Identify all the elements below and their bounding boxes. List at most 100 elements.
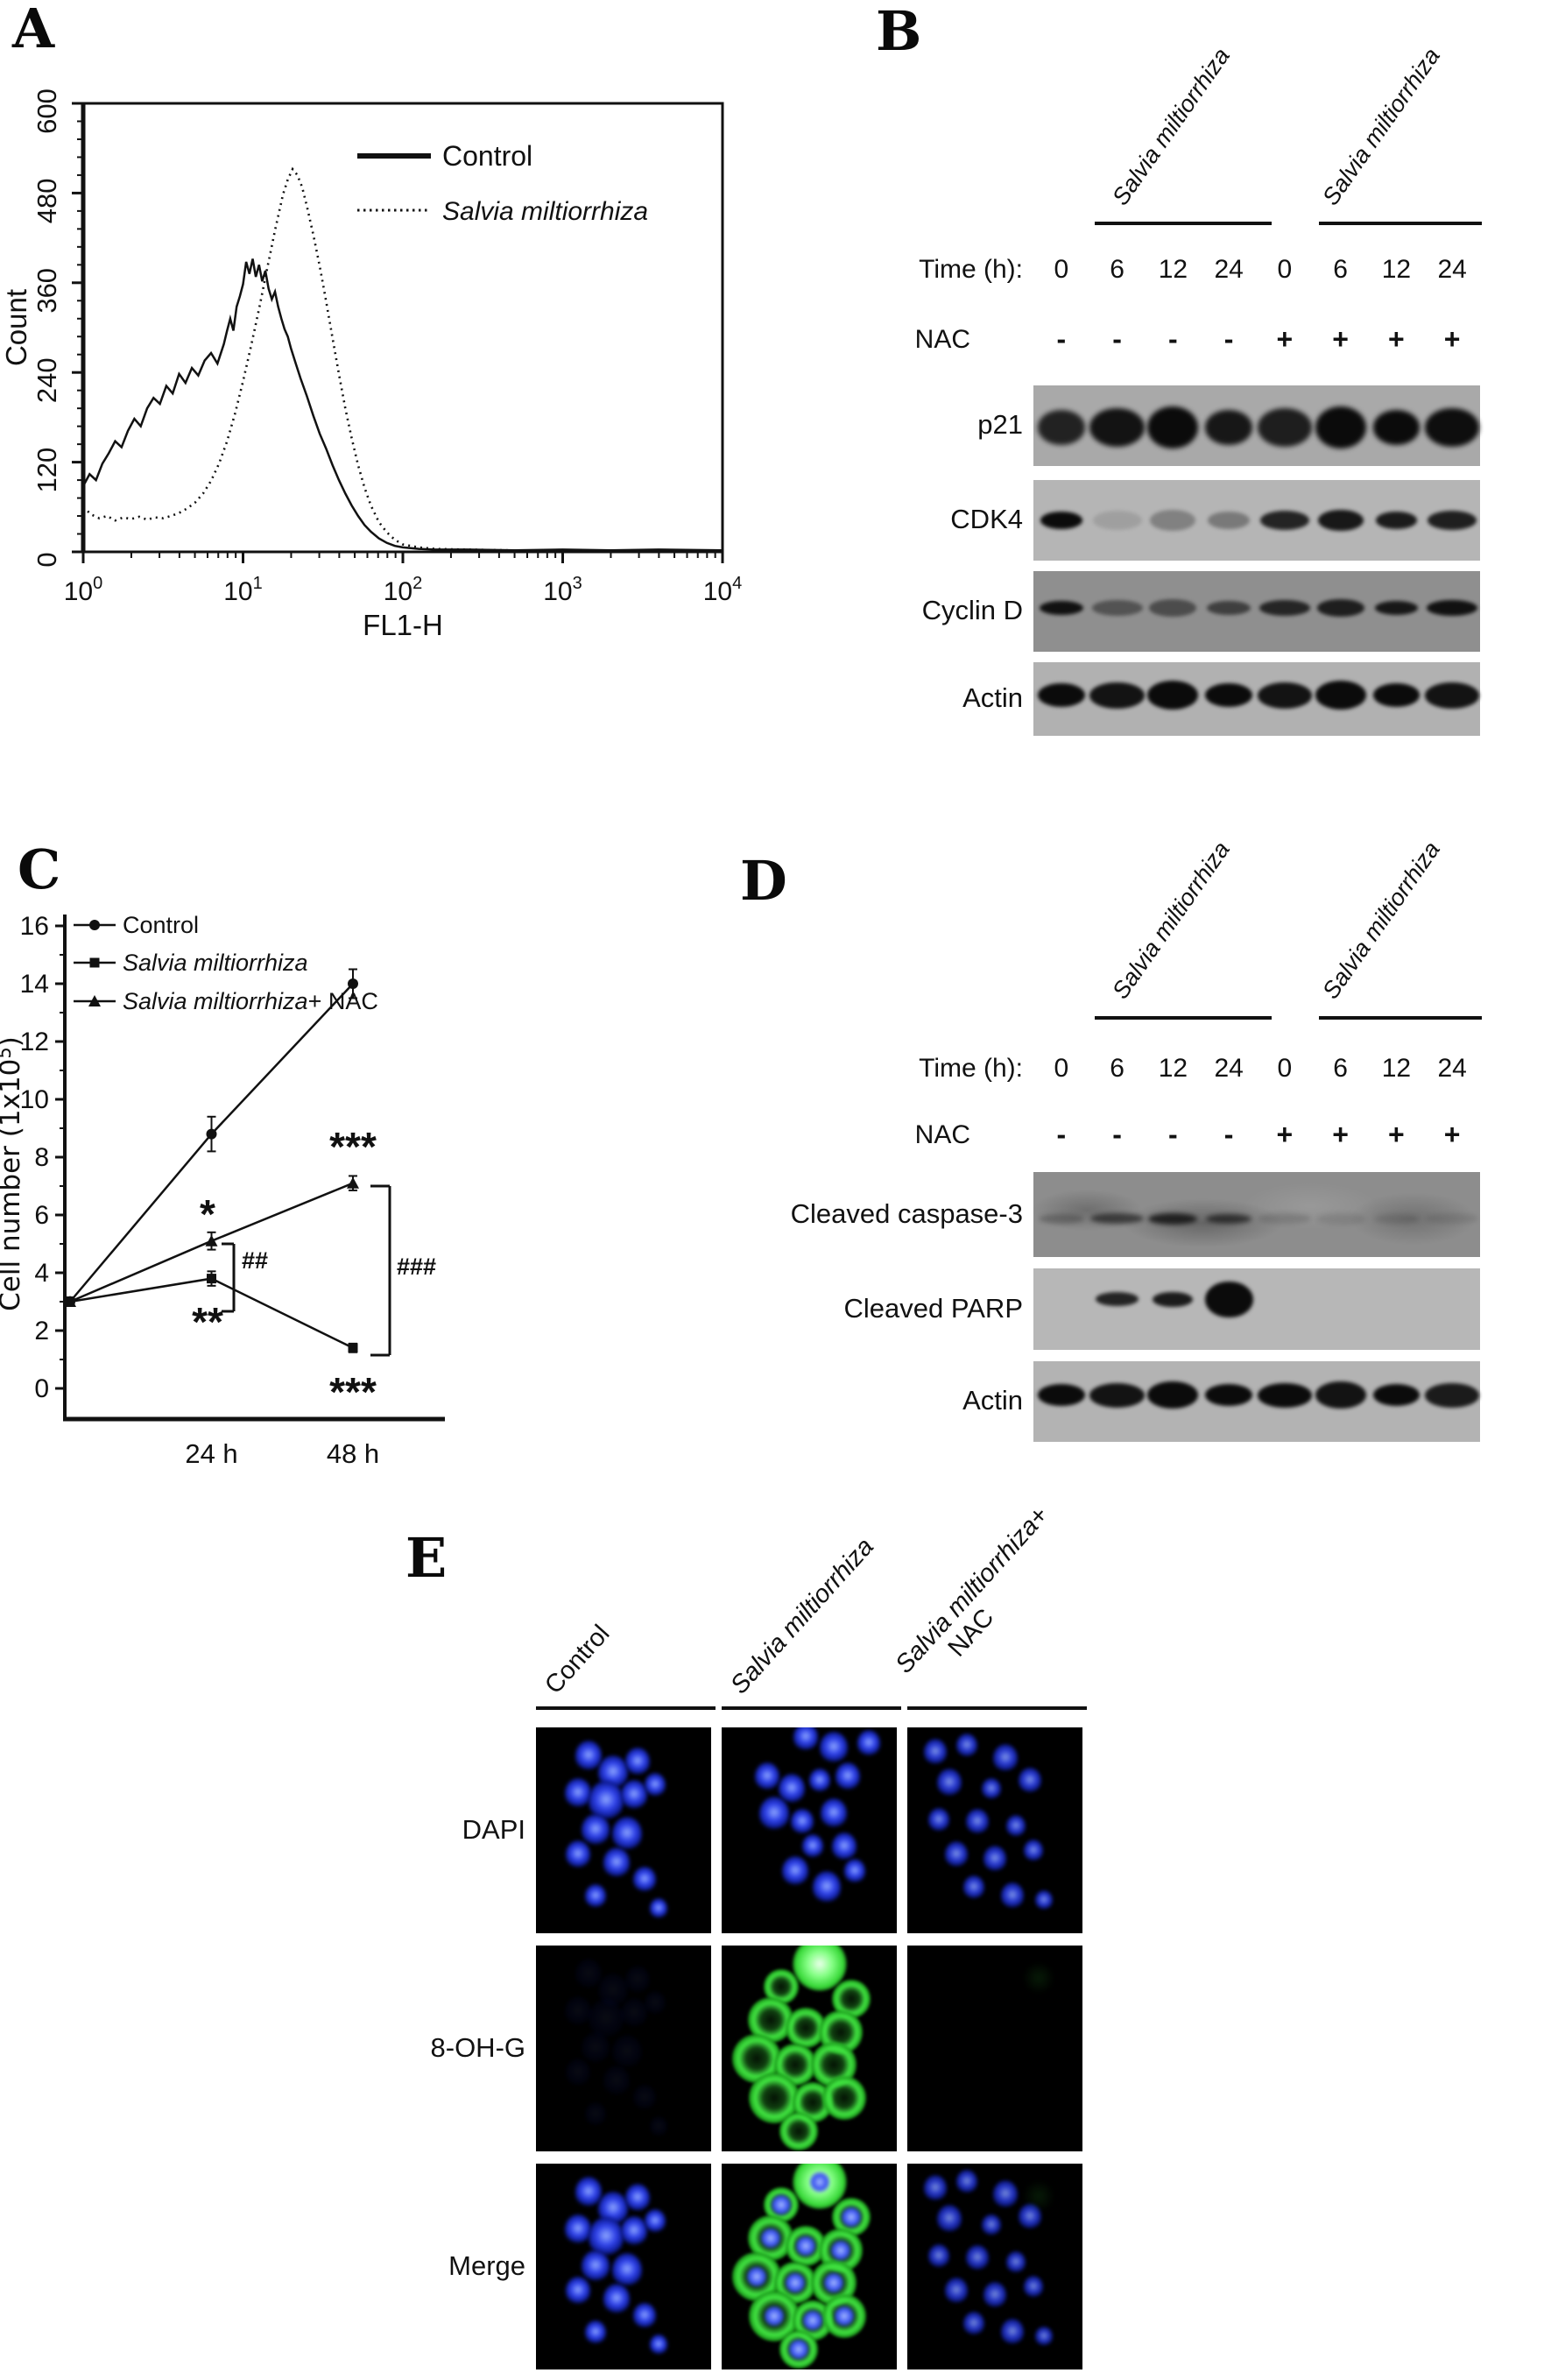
merged-nucleus-blob <box>809 2171 830 2194</box>
nac-value: + <box>1388 1119 1405 1150</box>
y-tick-label: 240 <box>32 357 62 403</box>
nucleus-blob <box>1006 1814 1026 1838</box>
nucleus-blob <box>603 1847 630 1879</box>
time-value: 24 <box>1437 1054 1467 1083</box>
nucleus-blob <box>650 1898 667 1919</box>
protein-band <box>1372 683 1421 708</box>
micrograph-tile <box>536 1946 711 2151</box>
nucleus-blob <box>813 1871 841 1905</box>
protein-band <box>1205 1384 1252 1407</box>
blot-strip <box>1033 1172 1480 1257</box>
nucleus-blob <box>982 1777 1001 1801</box>
stain-row-label: DAPI <box>462 1813 525 1845</box>
panel-d-letter: D <box>740 849 787 913</box>
protein-band <box>1427 600 1478 617</box>
significance-stars: * <box>200 1191 215 1237</box>
protein-band <box>1258 600 1310 617</box>
panel-c-letter: C <box>18 837 61 901</box>
protein-band <box>1424 682 1480 709</box>
blot-strip <box>1033 1361 1480 1442</box>
treatment-group-label: Salvia miltiorrhiza <box>1317 43 1446 210</box>
protein-band <box>1257 1382 1313 1408</box>
group-bracket-line <box>1319 1016 1482 1020</box>
group-bracket-line <box>1319 222 1482 225</box>
protein-band <box>1205 410 1252 445</box>
nucleus-blob <box>1001 2319 1024 2347</box>
nucleus-blob <box>1024 2276 1043 2299</box>
faint-green-smudge <box>1021 2181 1056 2211</box>
protein-band <box>1089 407 1145 447</box>
nac-value: + <box>1276 1119 1294 1150</box>
nucleus-blob <box>966 2244 989 2272</box>
nac-value: + <box>1443 323 1461 355</box>
protein-band <box>1375 512 1418 529</box>
marker-square <box>348 1343 358 1353</box>
nucleus-blob <box>575 2177 602 2208</box>
nucleus-blob <box>963 1875 984 1901</box>
nucleus-blob <box>821 1798 847 1830</box>
nac-value: - <box>1168 323 1178 355</box>
protein-band <box>1039 1214 1084 1224</box>
time-value: 24 <box>1437 255 1467 284</box>
protein-band <box>1150 509 1196 532</box>
nucleus-blob <box>1035 1889 1053 1911</box>
protein-band <box>1153 1291 1194 1308</box>
nucleus-blob <box>582 2031 610 2066</box>
protein-band <box>1428 511 1477 530</box>
protein-band <box>1207 601 1251 616</box>
panel-a-flow-histogram: 0 120 240 360 480 600 100 101 102 103 104 FL1-H Coun… <box>0 88 742 641</box>
protein-band <box>1373 1214 1420 1224</box>
legend-label: Control <box>123 912 199 938</box>
marker-circle <box>348 978 358 989</box>
nucleus-blob <box>621 2215 647 2248</box>
nucleus-blob <box>585 1883 606 1909</box>
column-header-label: Salvia miltiorrhiza <box>725 1486 922 1699</box>
nac-row-label: NAC <box>914 325 970 354</box>
protein-band <box>1425 1213 1479 1225</box>
nucleus-blob <box>937 1768 962 1797</box>
nucleus-blob <box>566 2277 590 2306</box>
nucleus-blob <box>928 2243 949 2269</box>
nucleus-blob <box>575 1741 602 1772</box>
marker-circle <box>89 920 100 930</box>
time-value: 6 <box>1333 1054 1348 1083</box>
legend-salvia-label: Salvia miltiorrhiza <box>442 197 648 226</box>
nucleus-blob <box>993 1743 1018 1773</box>
nucleus-blob <box>589 1999 624 2041</box>
nac-value: - <box>1056 1119 1067 1150</box>
y-axis-title: Count <box>0 289 32 366</box>
y-axis-title: Cell number (1x105) <box>0 1036 26 1311</box>
nucleus-blob <box>832 1832 857 1861</box>
protein-band <box>1038 410 1085 445</box>
nucleus-blob <box>612 2035 642 2071</box>
salvia-curve <box>82 166 563 552</box>
micrograph-tile <box>722 1946 897 2151</box>
nucleus-blob <box>820 1731 848 1765</box>
nucleus-blob <box>755 1762 779 1791</box>
legend-label: Salvia miltiorrhiza+ NAC <box>123 988 378 1014</box>
marker-square <box>89 957 100 968</box>
protein-band <box>1089 682 1145 709</box>
nucleus-blob <box>782 1855 808 1888</box>
micrograph-tile <box>907 1727 1082 1933</box>
nac-value: + <box>1332 323 1349 355</box>
merged-nucleus-blob <box>841 2206 862 2229</box>
nucleus-blob <box>1006 2250 1026 2274</box>
green-cell-blob <box>822 2075 866 2120</box>
nucleus-blob <box>582 1813 610 1847</box>
protein-band <box>1257 407 1313 447</box>
significance-hashes: ## <box>242 1247 268 1274</box>
nucleus-blob <box>575 1959 602 1990</box>
nucleus-blob <box>612 1817 642 1853</box>
nac-value: - <box>1168 1119 1178 1150</box>
nucleus-blob <box>566 2059 590 2088</box>
protein-band <box>1147 406 1199 448</box>
nucleus-blob <box>585 2101 606 2127</box>
nac-value: + <box>1388 323 1405 355</box>
plot-frame <box>81 102 724 554</box>
blot-strip <box>1033 571 1480 652</box>
blot-row-label: Cyclin D <box>921 595 1023 625</box>
nucleus-blob <box>625 1748 650 1777</box>
nucleus-blob <box>633 2302 656 2330</box>
protein-band <box>1317 509 1364 532</box>
